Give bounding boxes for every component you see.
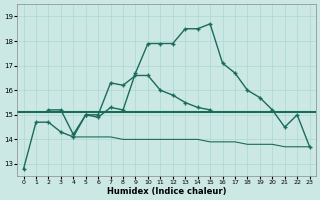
X-axis label: Humidex (Indice chaleur): Humidex (Indice chaleur) <box>107 187 226 196</box>
